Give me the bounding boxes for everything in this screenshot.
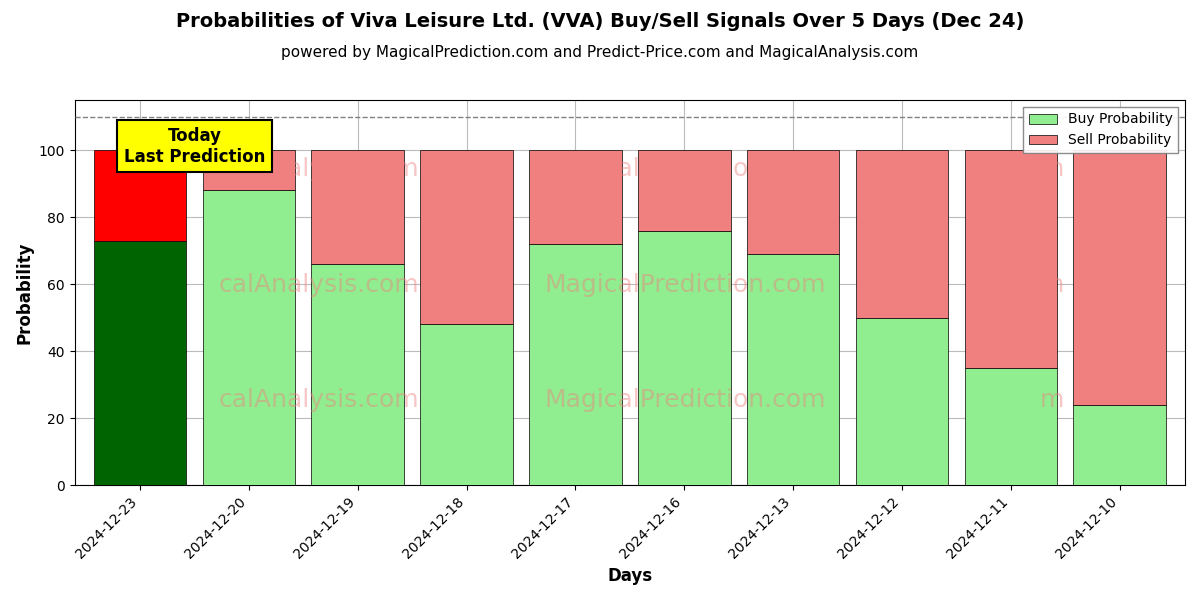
Bar (638, 150, 731, 230)
Bar (203, 190, 295, 485)
Text: MagicalPrediction.com: MagicalPrediction.com (545, 273, 826, 297)
Bar (420, 325, 512, 485)
Text: m: m (1039, 388, 1064, 412)
Bar (94, 150, 186, 241)
Text: Probabilities of Viva Leisure Ltd. (VVA) Buy/Sell Signals Over 5 Days (Dec 24): Probabilities of Viva Leisure Ltd. (VVA)… (176, 12, 1024, 31)
Bar (1074, 405, 1166, 485)
Text: m: m (1039, 157, 1064, 181)
Bar (203, 150, 295, 190)
Text: m: m (1039, 273, 1064, 297)
Text: Today
Last Prediction: Today Last Prediction (124, 127, 265, 166)
Bar (312, 150, 404, 264)
Bar (312, 264, 404, 485)
Legend: Buy Probability, Sell Probability: Buy Probability, Sell Probability (1024, 107, 1178, 153)
Bar (94, 241, 186, 485)
Text: calAnalysis.com: calAnalysis.com (218, 157, 419, 181)
Bar (746, 254, 839, 485)
Bar (1074, 150, 1166, 405)
X-axis label: Days: Days (607, 567, 653, 585)
Text: calAnalysis.com: calAnalysis.com (218, 273, 419, 297)
Bar (529, 150, 622, 244)
Text: MagicalPrediction.com: MagicalPrediction.com (545, 157, 826, 181)
Text: calAnalysis.com: calAnalysis.com (218, 388, 419, 412)
Text: MagicalPrediction.com: MagicalPrediction.com (545, 388, 826, 412)
Bar (965, 150, 1057, 368)
Bar (420, 150, 512, 325)
Text: powered by MagicalPrediction.com and Predict-Price.com and MagicalAnalysis.com: powered by MagicalPrediction.com and Pre… (281, 45, 919, 60)
Bar (856, 150, 948, 318)
Bar (746, 150, 839, 254)
Bar (965, 368, 1057, 485)
Bar (529, 244, 622, 485)
Bar (638, 230, 731, 485)
Bar (856, 318, 948, 485)
Y-axis label: Probability: Probability (16, 241, 34, 344)
